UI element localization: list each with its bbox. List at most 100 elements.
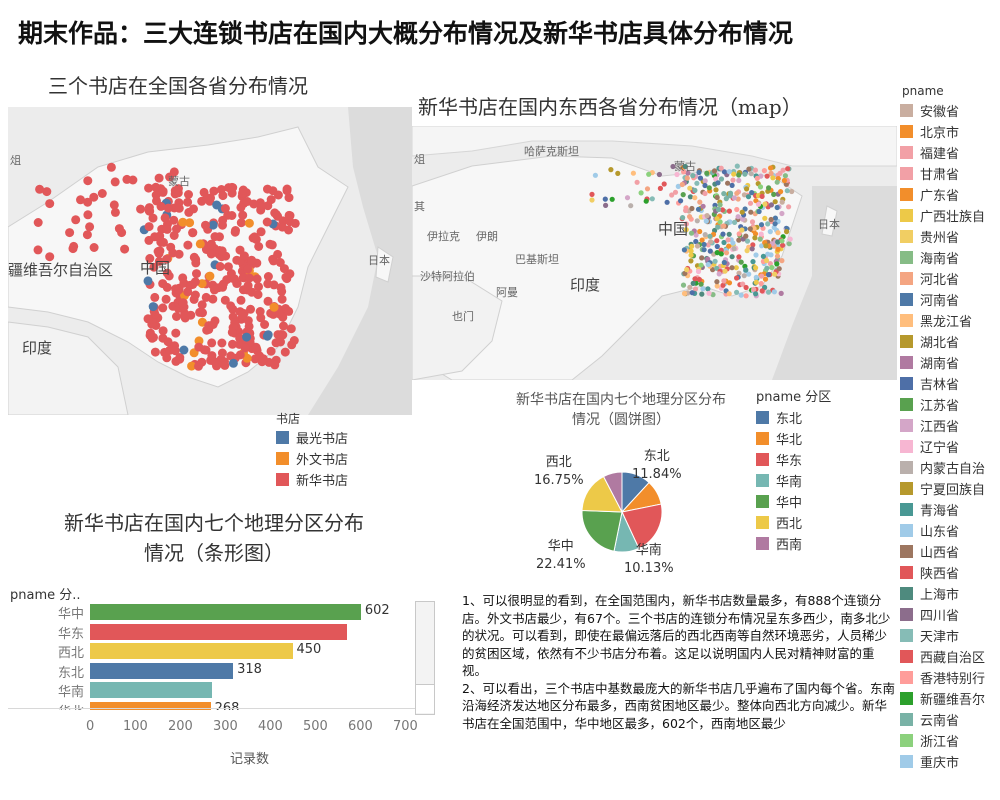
- province-legend-item[interactable]: 河南省: [900, 289, 1000, 310]
- map1-dot: [76, 195, 85, 205]
- province-legend-item[interactable]: 江苏省: [900, 394, 1000, 415]
- map1-dot: [199, 345, 209, 355]
- map2-dot: [758, 231, 764, 237]
- bar-scrollbar[interactable]: [415, 601, 435, 715]
- store-legend-item[interactable]: 最光书店: [276, 427, 348, 448]
- pie-slice-华中[interactable]: [581, 509, 623, 552]
- pie-slice-华东[interactable]: [621, 503, 663, 549]
- bar-东北[interactable]: [90, 662, 234, 679]
- province-legend-item[interactable]: 山西省: [900, 541, 1000, 562]
- region-legend-item[interactable]: 华中: [756, 491, 831, 512]
- map2-dot: [785, 166, 791, 172]
- bar-x-tick: 0: [86, 719, 95, 734]
- map2-dot: [731, 246, 737, 252]
- province-legend-item[interactable]: 辽宁省: [900, 436, 1000, 457]
- map1-dot: [148, 213, 158, 223]
- bar-scrollbar-thumb[interactable]: [416, 684, 434, 713]
- province-legend-item[interactable]: 福建省: [900, 142, 1000, 163]
- store-legend-item[interactable]: 新华书店: [276, 469, 348, 490]
- region-legend-item[interactable]: 西北: [756, 512, 831, 533]
- map2-dot: [692, 276, 698, 282]
- province-legend-item[interactable]: 广西壮族自: [900, 205, 1000, 226]
- map2-dot: [740, 281, 746, 287]
- map1-dot: [243, 316, 253, 326]
- province-legend-item[interactable]: 湖北省: [900, 331, 1000, 352]
- province-legend-item[interactable]: 四川省: [900, 604, 1000, 625]
- map2-dot: [762, 215, 768, 221]
- bar-西北[interactable]: [90, 643, 293, 659]
- province-legend-item[interactable]: 甘肃省: [900, 163, 1000, 184]
- map2-dot: [765, 272, 772, 278]
- analysis-note-2: 2、可以看出，三个书店中基数最庞大的新华书店几乎遍布了国内每个省。东南沿海经济发…: [462, 680, 895, 731]
- bar-华中[interactable]: [90, 604, 361, 620]
- province-legend-label: 辽宁省: [920, 441, 960, 456]
- province-legend-item[interactable]: 海南省: [900, 247, 1000, 268]
- province-legend-item[interactable]: 山东省: [900, 520, 1000, 541]
- province-legend-item[interactable]: 新疆维吾尔: [900, 688, 1000, 709]
- map2-view[interactable]: 哈萨克斯坦 蒙古 中国 印度 日本 伊拉克 伊朗 巴基斯坦 沙特阿拉伯 也门 阿…: [412, 126, 897, 380]
- map1-dot: [191, 258, 201, 268]
- province-legend-item[interactable]: 云南省: [900, 709, 1000, 730]
- map1-dot: [174, 203, 184, 213]
- province-legend-label: 海南省: [920, 252, 960, 267]
- map1-dot: [280, 347, 290, 357]
- pie-label-dongbei: 东北 11.84%: [632, 448, 682, 484]
- province-legend-item[interactable]: 青海省: [900, 499, 1000, 520]
- region-legend-item[interactable]: 东北: [756, 407, 831, 428]
- province-legend-item[interactable]: 吉林省: [900, 373, 1000, 394]
- store-legend-item[interactable]: 外文书店: [276, 448, 348, 469]
- map2-dot: [685, 170, 691, 176]
- map1-dot: [189, 294, 199, 304]
- bar-header: pname 分..: [10, 588, 81, 603]
- map2-dot: [748, 171, 754, 177]
- region-legend-item[interactable]: 华南: [756, 470, 831, 491]
- province-legend-item[interactable]: 黑龙江省: [900, 310, 1000, 331]
- province-legend-item[interactable]: 湖南省: [900, 352, 1000, 373]
- region-legend-swatch: [756, 453, 769, 466]
- province-legend-item[interactable]: 河北省: [900, 268, 1000, 289]
- map1-dot: [228, 339, 237, 349]
- province-legend-item[interactable]: 广东省: [900, 184, 1000, 205]
- map2-dot: [779, 210, 785, 217]
- region-legend-label: 华北: [776, 433, 803, 448]
- region-legend-item[interactable]: 西南: [756, 533, 831, 554]
- map1-label-india: 印度: [22, 339, 53, 357]
- province-legend-item[interactable]: 安徽省: [900, 100, 1000, 121]
- province-legend-item[interactable]: 天津市: [900, 625, 1000, 646]
- pie-title: 新华书店在国内七个地理分区分布 情况（圆饼图）: [492, 390, 750, 430]
- province-legend-item[interactable]: 上海市: [900, 583, 1000, 604]
- analysis-notes: 1、可以很明显的看到，在全国范围内，新华书店数量最多，有888个连锁分店。外文书…: [462, 592, 898, 732]
- province-legend-item[interactable]: 贵州省: [900, 226, 1000, 247]
- province-legend-item[interactable]: 内蒙古自治: [900, 457, 1000, 478]
- map1-view[interactable]: 疆维吾尔自治区 中国 蒙古 印度 日本 俎: [8, 107, 412, 415]
- map1-dot: [178, 217, 188, 227]
- pie-slice-西南[interactable]: [602, 471, 623, 513]
- province-legend-item[interactable]: 江西省: [900, 415, 1000, 436]
- province-legend-item[interactable]: 香港特别行: [900, 667, 1000, 688]
- province-legend-swatch: [900, 461, 913, 474]
- region-legend-item[interactable]: 华东: [756, 449, 831, 470]
- map1-dot: [205, 271, 215, 281]
- province-legend-item[interactable]: 西藏自治区: [900, 646, 1000, 667]
- map2-dot: [687, 185, 693, 191]
- map2-label-iraq: 伊拉克: [427, 230, 460, 243]
- map2-dot: [757, 236, 763, 242]
- province-legend-item[interactable]: 北京市: [900, 121, 1000, 142]
- map1-dot: [163, 337, 173, 347]
- map2-dot: [747, 200, 754, 206]
- bar-华南[interactable]: [90, 682, 213, 698]
- pie-label-huazhong-name: 华中: [547, 539, 574, 554]
- province-legend-label: 上海市: [920, 588, 960, 603]
- pie-title-line2: 情况（圆饼图）: [572, 412, 670, 428]
- bar-华东[interactable]: [90, 623, 347, 640]
- province-legend-item[interactable]: 陕西省: [900, 562, 1000, 583]
- region-legend-item[interactable]: 华北: [756, 428, 831, 449]
- map1-dot: [69, 241, 79, 251]
- map2-dot: [729, 182, 735, 188]
- province-legend-item[interactable]: 浙江省: [900, 730, 1000, 751]
- map2-dot: [734, 289, 740, 295]
- province-legend-item[interactable]: 宁夏回族自: [900, 478, 1000, 499]
- province-legend-item[interactable]: 重庆市: [900, 751, 1000, 772]
- bar-华北[interactable]: [90, 701, 211, 710]
